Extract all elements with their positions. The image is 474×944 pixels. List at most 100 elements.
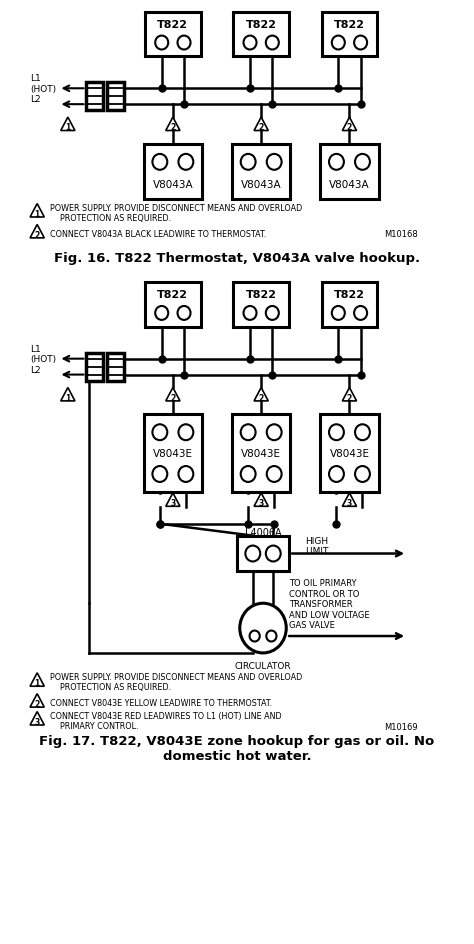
Text: T822: T822 xyxy=(334,20,365,29)
Text: CONNECT V8043E YELLOW LEADWIRE TO THERMOSTAT.: CONNECT V8043E YELLOW LEADWIRE TO THERMO… xyxy=(50,699,272,707)
Bar xyxy=(321,12,377,58)
Text: T822: T822 xyxy=(334,290,365,300)
Circle shape xyxy=(178,37,191,50)
Polygon shape xyxy=(342,388,356,401)
Text: 2: 2 xyxy=(347,124,352,132)
Polygon shape xyxy=(254,388,268,401)
Text: T822: T822 xyxy=(246,20,277,29)
Circle shape xyxy=(267,425,282,441)
Bar xyxy=(145,12,201,58)
Text: 2: 2 xyxy=(258,124,264,132)
Polygon shape xyxy=(30,712,44,725)
Text: 2: 2 xyxy=(35,230,40,240)
Polygon shape xyxy=(166,118,180,131)
Polygon shape xyxy=(61,118,75,131)
Text: 2: 2 xyxy=(35,700,40,708)
Text: Fig. 17. T822, V8043E zone hookup for gas or oil. No
domestic hot water.: Fig. 17. T822, V8043E zone hookup for ga… xyxy=(39,734,435,763)
Text: POWER SUPPLY. PROVIDE DISCONNECT MEANS AND OVERLOAD
    PROTECTION AS REQUIRED.: POWER SUPPLY. PROVIDE DISCONNECT MEANS A… xyxy=(50,204,302,223)
Circle shape xyxy=(266,631,276,642)
Text: 2: 2 xyxy=(170,394,175,402)
Text: M10168: M10168 xyxy=(384,229,418,239)
Circle shape xyxy=(240,603,286,653)
Circle shape xyxy=(266,37,279,50)
Text: 3: 3 xyxy=(347,498,352,508)
Text: 2: 2 xyxy=(170,124,175,132)
Text: L1
(HOT)
L2: L1 (HOT) L2 xyxy=(30,75,57,104)
Text: 3: 3 xyxy=(35,717,40,726)
Circle shape xyxy=(355,155,370,171)
Text: 1: 1 xyxy=(65,394,71,402)
Text: T822: T822 xyxy=(157,290,188,300)
Circle shape xyxy=(267,466,282,482)
Circle shape xyxy=(244,307,256,321)
Circle shape xyxy=(178,425,193,441)
Text: V8043E: V8043E xyxy=(329,448,369,459)
Text: TO OIL PRIMARY
CONTROL OR TO
TRANSFORMER
AND LOW VOLTAGE
GAS VALVE: TO OIL PRIMARY CONTROL OR TO TRANSFORMER… xyxy=(289,579,370,630)
Bar xyxy=(232,144,291,199)
Circle shape xyxy=(329,466,344,482)
Text: T822: T822 xyxy=(246,290,277,300)
Circle shape xyxy=(153,155,167,171)
Circle shape xyxy=(332,37,345,50)
Circle shape xyxy=(354,37,367,50)
Circle shape xyxy=(178,155,193,171)
Polygon shape xyxy=(254,118,268,131)
Bar xyxy=(86,353,103,381)
Circle shape xyxy=(329,425,344,441)
Bar xyxy=(321,283,377,328)
Circle shape xyxy=(155,307,168,321)
Circle shape xyxy=(355,466,370,482)
Bar xyxy=(144,144,202,199)
Circle shape xyxy=(241,155,255,171)
Text: 1: 1 xyxy=(65,124,71,132)
Text: Fig. 16. T822 Thermostat, V8043A valve hookup.: Fig. 16. T822 Thermostat, V8043A valve h… xyxy=(54,251,420,264)
Bar xyxy=(145,283,201,328)
Bar xyxy=(107,353,124,381)
Circle shape xyxy=(241,466,255,482)
Text: L1
(HOT)
L2: L1 (HOT) L2 xyxy=(30,345,57,374)
Text: V8043A: V8043A xyxy=(153,179,193,190)
Bar xyxy=(233,283,289,328)
Bar xyxy=(232,415,291,493)
Bar xyxy=(233,12,289,58)
Circle shape xyxy=(329,155,344,171)
Text: POWER SUPPLY. PROVIDE DISCONNECT MEANS AND OVERLOAD
    PROTECTION AS REQUIRED.: POWER SUPPLY. PROVIDE DISCONNECT MEANS A… xyxy=(50,672,302,692)
Circle shape xyxy=(267,155,282,171)
Polygon shape xyxy=(342,494,356,507)
Circle shape xyxy=(153,425,167,441)
Circle shape xyxy=(266,307,279,321)
Text: M10169: M10169 xyxy=(384,722,418,732)
Text: V8043A: V8043A xyxy=(241,179,282,190)
Text: HIGH
LIMIT: HIGH LIMIT xyxy=(305,536,328,556)
Bar xyxy=(237,536,289,572)
Polygon shape xyxy=(30,204,44,218)
Text: 1: 1 xyxy=(35,679,40,687)
Text: 3: 3 xyxy=(170,498,175,508)
Bar xyxy=(320,144,379,199)
Circle shape xyxy=(354,307,367,321)
Text: V8043A: V8043A xyxy=(329,179,370,190)
Circle shape xyxy=(178,466,193,482)
Text: CONNECT V8043E RED LEADWIRES TO L1 (HOT) LINE AND
    PRIMARY CONTROL.: CONNECT V8043E RED LEADWIRES TO L1 (HOT)… xyxy=(50,711,282,731)
Circle shape xyxy=(266,546,281,562)
Circle shape xyxy=(332,307,345,321)
Polygon shape xyxy=(166,494,180,507)
Text: T822: T822 xyxy=(157,20,188,29)
Polygon shape xyxy=(30,226,44,239)
Text: CIRCULATOR: CIRCULATOR xyxy=(235,661,292,670)
Circle shape xyxy=(249,631,260,642)
Polygon shape xyxy=(61,388,75,401)
Circle shape xyxy=(241,425,255,441)
Text: CONNECT V8043A BLACK LEADWIRE TO THERMOSTAT.: CONNECT V8043A BLACK LEADWIRE TO THERMOS… xyxy=(50,229,266,239)
Text: V8043E: V8043E xyxy=(153,448,193,459)
Polygon shape xyxy=(254,494,268,507)
Circle shape xyxy=(246,546,260,562)
Text: 2: 2 xyxy=(347,394,352,402)
Text: 2: 2 xyxy=(258,394,264,402)
Polygon shape xyxy=(30,673,44,686)
Circle shape xyxy=(355,425,370,441)
Bar xyxy=(86,83,103,111)
Bar xyxy=(320,415,379,493)
Text: 3: 3 xyxy=(258,498,264,508)
Bar xyxy=(144,415,202,493)
